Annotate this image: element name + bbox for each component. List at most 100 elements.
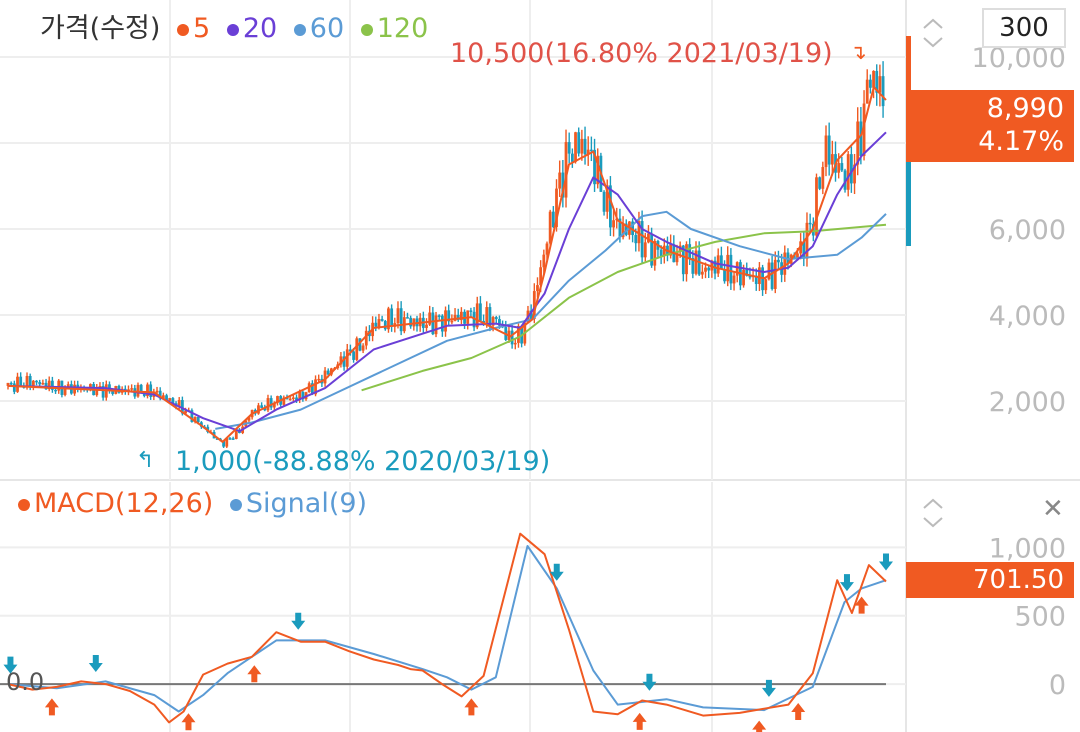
sell-arrow-icon — [291, 612, 306, 630]
buy-arrow-icon — [247, 665, 262, 683]
candle-body — [783, 252, 787, 275]
candle-body — [846, 154, 850, 190]
ma60-line — [215, 210, 887, 430]
candle-body — [498, 319, 501, 326]
candle-body — [726, 254, 730, 282]
candle-body — [640, 221, 644, 258]
candle-body — [95, 387, 99, 396]
sell-arrow-icon — [761, 679, 776, 697]
period-selector[interactable]: 300 — [982, 8, 1066, 48]
ma5-dot — [177, 23, 190, 36]
macd-zero-label: 0.0 — [6, 668, 45, 696]
candle-body — [228, 438, 232, 440]
candle-body — [872, 70, 875, 88]
candle-body — [215, 438, 219, 440]
candle-body — [662, 245, 666, 257]
current-price: 8,990 — [986, 93, 1064, 124]
candle-body — [742, 269, 745, 286]
candle-body — [301, 391, 305, 400]
candle-body — [9, 382, 13, 385]
candle-body — [453, 314, 457, 321]
price-legend: 가격(수정) 5 20 60 120 — [40, 6, 428, 45]
macd-line — [7, 532, 887, 724]
candle-body — [719, 255, 723, 270]
candle-body — [41, 382, 45, 385]
max-arrow-icon: ↴ — [850, 40, 867, 64]
candle-body — [583, 138, 587, 155]
candle-body — [830, 154, 834, 165]
candle-body — [12, 383, 16, 392]
buy-arrow-icon — [44, 698, 59, 716]
candle-body — [570, 153, 574, 162]
price-panel-resize-chevron-icon[interactable] — [918, 12, 948, 52]
candle-body — [824, 135, 828, 168]
candle-body — [545, 243, 549, 255]
candle-body — [317, 378, 321, 381]
close-macd-icon[interactable]: ✕ — [1042, 494, 1064, 524]
candle-body — [777, 259, 780, 263]
candle-body — [653, 240, 657, 266]
macd-ytick-label: 0 — [1049, 670, 1066, 701]
candle-body — [612, 220, 615, 228]
candle-body — [155, 390, 159, 393]
candle-body — [31, 380, 35, 387]
candle-body — [577, 132, 581, 154]
ma20-dot — [226, 23, 239, 36]
candle-body — [16, 376, 19, 392]
candle-body — [247, 417, 251, 421]
candle-body — [469, 310, 473, 312]
candle-body — [269, 398, 273, 408]
buy-arrow-icon — [791, 703, 806, 721]
candle-body — [849, 154, 853, 184]
candle-body — [580, 138, 584, 154]
candle-body — [669, 244, 673, 256]
candle-body — [723, 269, 726, 282]
candle-body — [551, 211, 555, 228]
candle-body — [390, 308, 394, 327]
ma60-dot — [293, 23, 306, 36]
candle-body — [66, 384, 70, 387]
sell-arrow-icon — [549, 563, 564, 581]
candle-body — [472, 311, 476, 328]
candle-body — [47, 380, 51, 390]
candle-body — [168, 398, 172, 401]
candle-body — [364, 330, 368, 346]
candle-body — [349, 349, 352, 352]
candle-body — [380, 319, 384, 321]
candle-body — [837, 163, 841, 173]
candle-body — [260, 405, 264, 408]
candle-body — [735, 262, 739, 276]
candle-body — [589, 149, 593, 152]
candle-body — [272, 402, 276, 408]
candle-body — [532, 291, 536, 320]
macd-panel-resize-chevron-icon[interactable] — [918, 492, 948, 532]
candle-body — [555, 188, 558, 228]
candle-body — [685, 244, 688, 275]
candle-body — [171, 398, 175, 404]
signal-line — [7, 545, 887, 713]
candle-body — [754, 275, 758, 285]
candle-body — [691, 258, 695, 274]
candle-body — [862, 103, 866, 156]
candle-body — [758, 267, 761, 285]
candle-body — [358, 338, 362, 351]
candle-body — [564, 142, 568, 198]
candle-body — [574, 132, 577, 162]
candle-body — [694, 250, 698, 274]
candle-body — [266, 398, 270, 411]
candle-body — [406, 317, 409, 319]
candle-body — [675, 251, 679, 263]
candle-body — [231, 438, 235, 440]
candle-body — [323, 370, 327, 384]
candle-body — [314, 379, 317, 395]
candle-body — [146, 384, 149, 397]
candle-body — [25, 375, 29, 387]
candle-body — [875, 70, 879, 93]
candle-body — [808, 222, 812, 225]
range-bar-up — [906, 36, 911, 90]
max-price-annotation: 10,500(16.80% 2021/03/19) — [450, 38, 833, 69]
candle-body — [513, 342, 517, 345]
candle-body — [856, 121, 860, 165]
candle-body — [539, 267, 543, 286]
